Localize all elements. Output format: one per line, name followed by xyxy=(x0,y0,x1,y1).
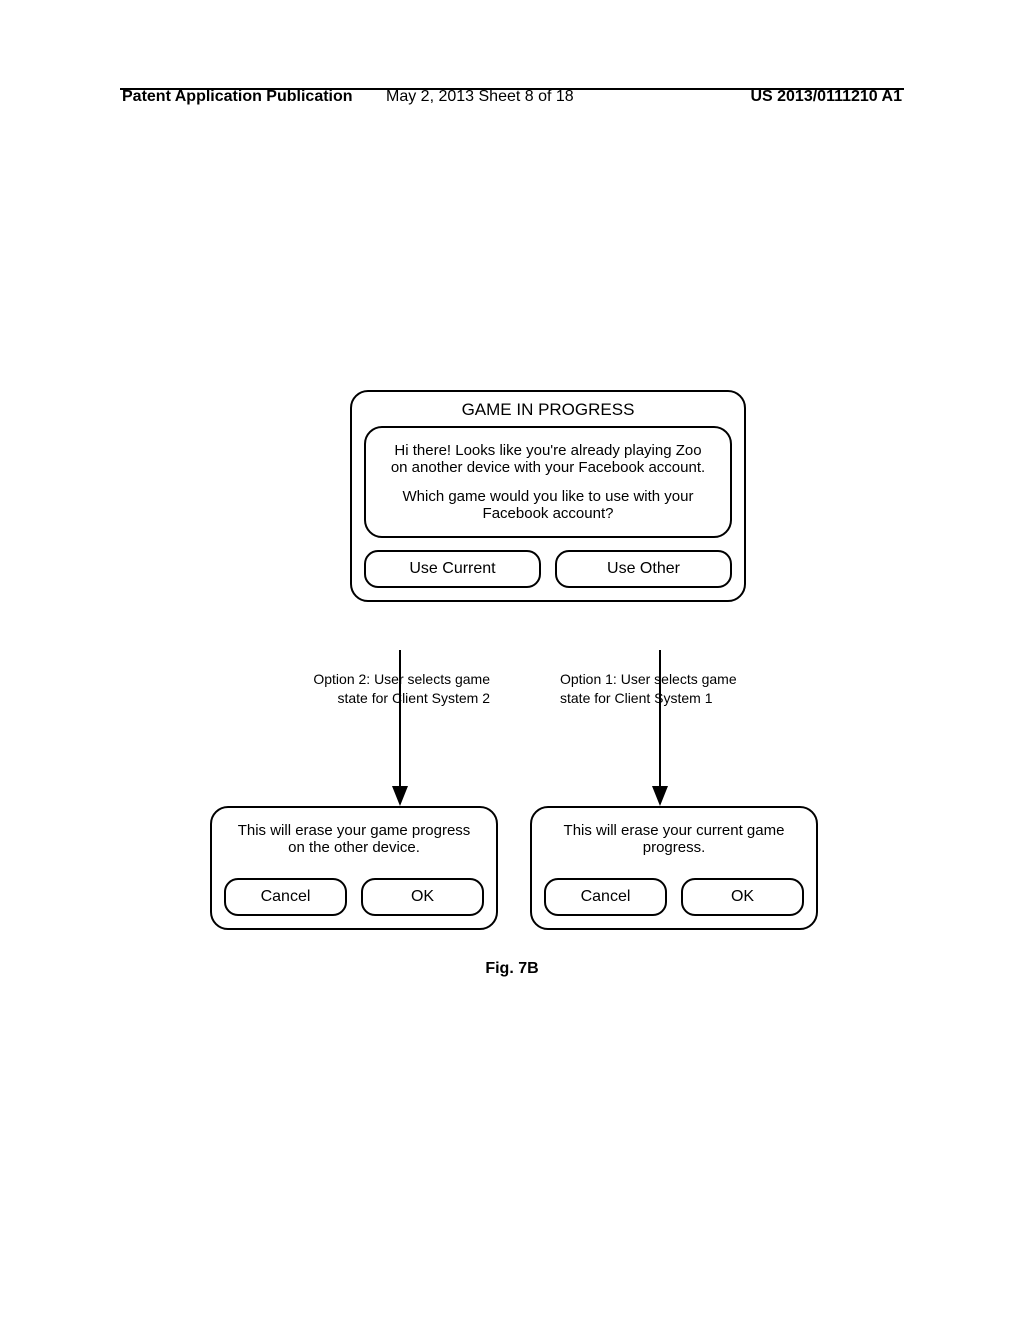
game-in-progress-dialog: GAME IN PROGRESS Hi there! Looks like yo… xyxy=(350,390,746,602)
dialog-button-row: Use Current Use Other xyxy=(364,550,732,588)
confirm-right-text: This will erase your current game progre… xyxy=(544,818,804,866)
dialog-title: GAME IN PROGRESS xyxy=(364,400,732,426)
option-1-label: Option 1: User selects game state for Cl… xyxy=(560,670,760,708)
dialog-paragraph-1: Hi there! Looks like you're already play… xyxy=(384,442,712,476)
dialog-paragraph-2: Which game would you like to use with yo… xyxy=(384,488,712,522)
confirm-left-text: This will erase your game progress on th… xyxy=(224,818,484,866)
ok-button[interactable]: OK xyxy=(361,878,484,916)
figure-label: Fig. 7B xyxy=(0,960,1024,978)
cancel-button[interactable]: Cancel xyxy=(544,878,667,916)
header-right: US 2013/0111210 A1 xyxy=(750,88,902,106)
use-current-button[interactable]: Use Current xyxy=(364,550,541,588)
dialog-message-box: Hi there! Looks like you're already play… xyxy=(364,426,732,538)
option-2-label: Option 2: User selects game state for Cl… xyxy=(290,670,490,708)
confirm-erase-current-dialog: This will erase your current game progre… xyxy=(530,806,818,930)
header-left: Patent Application Publication xyxy=(122,88,353,106)
confirm-right-buttons: Cancel OK xyxy=(544,878,804,916)
header-center: May 2, 2013 Sheet 8 of 18 xyxy=(386,88,574,106)
use-other-button[interactable]: Use Other xyxy=(555,550,732,588)
ok-button[interactable]: OK xyxy=(681,878,804,916)
confirm-left-buttons: Cancel OK xyxy=(224,878,484,916)
cancel-button[interactable]: Cancel xyxy=(224,878,347,916)
confirm-erase-other-dialog: This will erase your game progress on th… xyxy=(210,806,498,930)
